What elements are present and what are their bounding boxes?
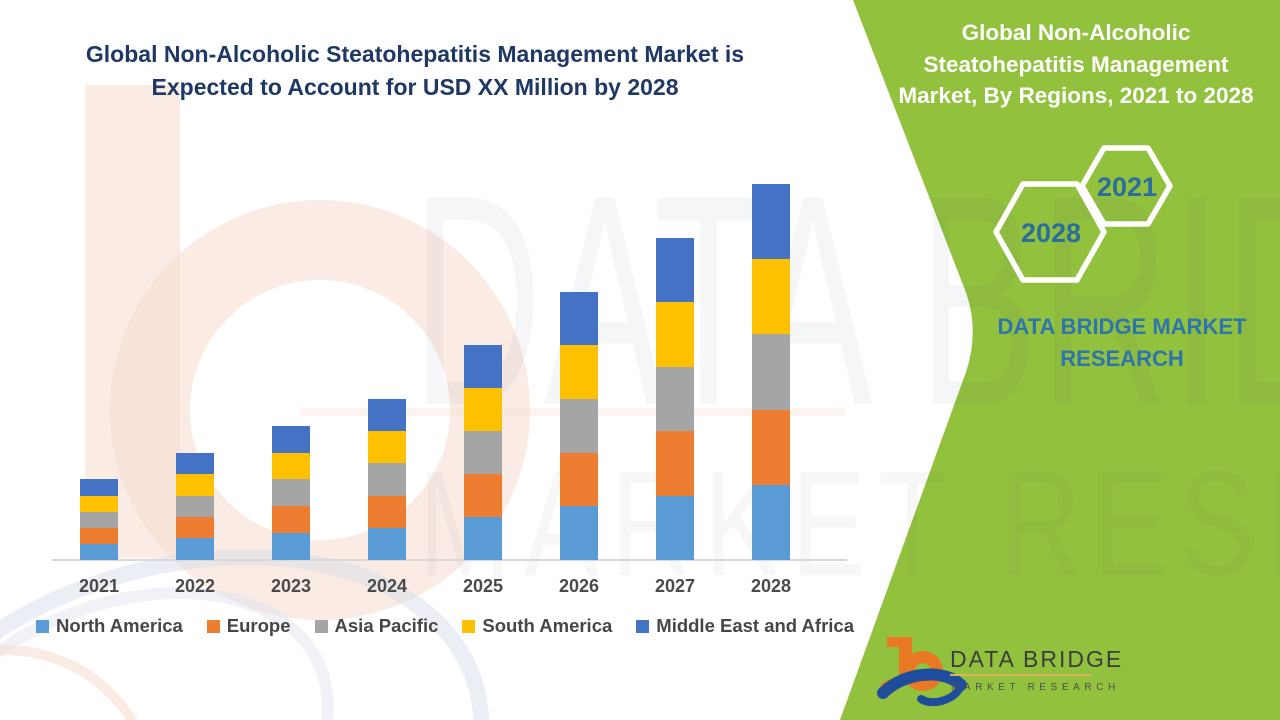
legend-item-south-america: South America	[462, 615, 612, 637]
legend-item-middle-east-and-africa: Middle East and Africa	[636, 615, 854, 637]
bar-segment-middle-east-and-africa	[752, 184, 790, 260]
bar-segment-south-america	[368, 431, 406, 464]
databridge-logo: DATA BRIDGE MARKET RESEARCH	[877, 637, 1121, 707]
bar-segment-europe	[560, 452, 598, 507]
bar-segment-north-america	[80, 543, 118, 560]
bar-segment-north-america	[464, 517, 502, 560]
x-axis-label: 2022	[174, 576, 216, 596]
brand-wordmark-text: DATA BRIDGE MARKET RESEARCH	[997, 314, 1247, 371]
legend-label: Asia Pacific	[334, 615, 439, 636]
x-axis-label: 2023	[270, 576, 312, 596]
legend-swatch	[206, 619, 220, 633]
bar-segment-asia-pacific	[464, 431, 502, 475]
logo-subtitle-text: MARKET RESEARCH	[951, 682, 1120, 693]
bar-segment-asia-pacific	[368, 463, 406, 496]
x-axis-label: 2025	[462, 576, 504, 596]
x-axis-label: 2027	[654, 576, 696, 596]
bar-segment-north-america	[752, 484, 790, 560]
x-axis-line	[52, 559, 847, 561]
bar-2027	[656, 237, 694, 560]
hexagon-2021-label: 2021	[1097, 172, 1157, 202]
right-title-line1: Global Non-Alcoholic	[961, 20, 1191, 45]
bar-segment-asia-pacific	[176, 495, 214, 517]
bar-segment-europe	[464, 474, 502, 517]
legend-swatch	[314, 619, 328, 633]
bar-segment-middle-east-and-africa	[272, 425, 310, 453]
chart-legend: North America Europe Asia Pacific South Ame…	[36, 615, 854, 637]
chart-title-line1: Global Non-Alcoholic Steatohepatitis Man…	[85, 41, 745, 67]
legend-label: Europe	[226, 615, 291, 636]
x-axis-label: 2024	[366, 576, 408, 596]
bar-segment-south-america	[560, 345, 598, 399]
legend-swatch	[636, 619, 650, 633]
bar-segment-middle-east-and-africa	[368, 398, 406, 432]
chart-title-line2: Expected to Account for USD XX Million b…	[151, 73, 679, 100]
bar-segment-north-america	[272, 533, 310, 560]
bar-segment-asia-pacific	[272, 479, 310, 507]
x-axis-label: 2026	[558, 576, 600, 596]
bar-2023	[272, 425, 310, 560]
bar-segment-europe	[368, 495, 406, 528]
bar-segment-north-america	[560, 506, 598, 560]
legend-label: North America	[56, 615, 183, 636]
legend-item-north-america: North America	[36, 615, 183, 637]
bar-2025	[464, 345, 502, 560]
bar-segment-middle-east-and-africa	[560, 291, 598, 346]
logo-underline	[950, 674, 1092, 676]
bar-segment-middle-east-and-africa	[656, 237, 694, 303]
bar-2024	[368, 398, 406, 560]
bar-segment-south-america	[80, 495, 118, 512]
bar-segment-south-america	[176, 474, 214, 496]
bar-2022	[176, 452, 214, 560]
legend-item-europe: Europe	[206, 615, 291, 637]
bar-segment-asia-pacific	[560, 398, 598, 453]
legend-swatch	[36, 619, 49, 633]
bar-segment-europe	[80, 527, 118, 544]
bar-segment-asia-pacific	[80, 511, 118, 528]
bar-segment-middle-east-and-africa	[176, 452, 214, 475]
bar-segment-middle-east-and-africa	[464, 345, 502, 389]
hexagon-badges: 2028 2021	[993, 145, 1173, 283]
bar-segment-europe	[752, 409, 790, 485]
bar-segment-middle-east-and-africa	[80, 479, 118, 496]
legend-label: South America	[482, 615, 613, 636]
logo-blue-tail	[917, 681, 965, 707]
bar-segment-south-america	[464, 388, 502, 432]
bar-segment-south-america	[752, 259, 790, 335]
bar-segment-europe	[272, 506, 310, 534]
bar-2021	[80, 479, 118, 560]
logo-blue-swoosh	[877, 668, 967, 699]
bar-2026	[560, 291, 598, 561]
bar-segment-asia-pacific	[752, 334, 790, 410]
hexagon-2028	[993, 181, 1107, 283]
legend-item-asia-pacific: Asia Pacific	[314, 615, 439, 637]
bar-segment-north-america	[176, 538, 214, 560]
bar-segment-north-america	[656, 495, 694, 560]
bar-2028	[752, 184, 790, 560]
bar-segment-europe	[656, 431, 694, 496]
bar-segment-europe	[176, 517, 214, 539]
x-axis-label: 2021	[78, 576, 120, 596]
right-title-line3: Market, By Regions, 2021 to 2028	[898, 83, 1254, 108]
legend-label: Middle East and Africa	[656, 615, 854, 636]
green-panel-shape	[840, 0, 1280, 720]
legend-swatch	[462, 619, 476, 633]
right-panel-title: Global Non-Alcoholic Steatohepatitis Man…	[882, 17, 1270, 112]
databridge-logo-mark	[877, 637, 967, 707]
bar-segment-north-america	[368, 527, 406, 560]
bar-segment-south-america	[272, 452, 310, 480]
hexagon-2028-label: 2028	[1021, 218, 1081, 248]
x-axis-label: 2028	[750, 576, 792, 596]
hexagon-2021	[1079, 145, 1173, 227]
bar-segment-asia-pacific	[656, 366, 694, 432]
right-title-line2: Steatohepatitis Management	[923, 51, 1229, 77]
logo-title-text: DATA BRIDGE	[950, 646, 1123, 672]
chart-title: Global Non-Alcoholic Steatohepatitis Man…	[30, 38, 800, 103]
bar-segment-south-america	[656, 302, 694, 367]
